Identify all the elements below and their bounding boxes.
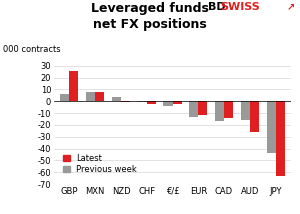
Text: ↗: ↗	[286, 2, 295, 12]
Bar	[215, 101, 224, 121]
Bar	[95, 92, 104, 101]
Bar	[70, 71, 79, 101]
Bar	[224, 101, 233, 118]
Bar	[121, 101, 130, 103]
Bar	[86, 92, 95, 101]
Bar	[266, 101, 275, 153]
Text: Leveraged funds
net FX positions: Leveraged funds net FX positions	[91, 2, 209, 31]
Bar	[164, 101, 172, 106]
Bar	[189, 101, 198, 117]
Text: 000 contracts: 000 contracts	[3, 45, 61, 54]
Legend: Latest, Previous week: Latest, Previous week	[63, 154, 137, 174]
Bar	[198, 101, 207, 116]
Bar	[172, 101, 182, 104]
Bar	[112, 97, 121, 101]
Bar	[250, 101, 259, 132]
Text: SWISS: SWISS	[220, 2, 260, 12]
Bar	[147, 101, 156, 104]
Bar	[60, 94, 70, 101]
Text: BD: BD	[208, 2, 226, 12]
Bar	[275, 101, 285, 176]
Bar	[138, 101, 147, 103]
Bar	[241, 101, 250, 120]
